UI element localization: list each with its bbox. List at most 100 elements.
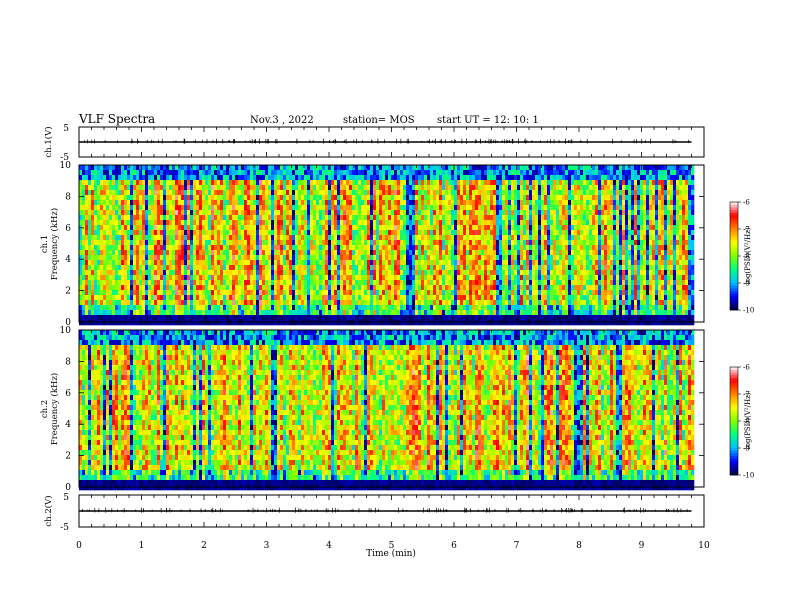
spectrogram-cell [283,170,287,176]
spectrogram-cell [310,175,314,181]
spectrogram-cell [226,190,230,196]
spectrogram-cell [229,255,233,261]
spectrogram-cell [391,170,395,176]
spectrogram-cell [175,170,179,176]
spectrogram-cell [181,170,185,176]
spectrogram-cell [460,275,464,281]
spectrogram-cell [157,275,161,281]
spectrogram-cell [130,175,134,181]
spectrogram-cell [352,235,356,241]
spectrogram-cell [166,305,170,311]
spectrogram-cell [148,295,152,301]
spectrogram-cell [202,310,206,316]
spectrogram-cell [412,280,416,286]
spectrogram-cell [145,305,149,311]
spectrogram-cell [280,280,284,286]
spectrogram-cell [502,245,506,251]
spectrogram-cell [100,270,104,276]
spectrogram-cell [190,195,194,201]
spectrogram-cell [382,215,386,221]
spectrogram-cell [334,215,338,221]
spectrogram-cell [226,235,230,241]
spectrogram-cell [307,185,311,191]
spectrogram-cell [379,315,383,321]
spectrogram-cell [496,275,500,281]
spectrogram-cell [193,320,197,326]
spectrogram-cell [130,270,134,276]
spectrogram-cell [229,220,233,226]
spectrogram-cell [484,320,488,326]
spectrogram-cell [187,195,191,201]
spectrogram-cell [280,295,284,301]
spectrogram-cell [97,250,101,256]
spectrogram-cell [187,280,191,286]
spectrogram-cell [286,170,290,176]
spectrogram-cell [88,260,92,266]
spectrogram-cell [334,300,338,306]
spectrogram-cell [325,180,329,186]
spectrogram-cell [229,210,233,216]
spectrogram-cell [403,310,407,316]
spectrogram-cell [124,255,128,261]
spectrogram-cell [394,210,398,216]
spectrogram-cell [97,230,101,236]
spectrogram-cell [82,180,86,186]
spectrogram-cell [271,305,275,311]
spectrogram-cell [505,320,509,326]
spectrogram-cell [211,170,215,176]
spectrogram-cell [325,260,329,266]
spectrogram-cell [301,190,305,196]
spectrogram-cell [400,250,404,256]
spectrogram-cell [130,275,134,281]
spectrogram-cell [112,295,116,301]
spectrogram-cell [451,255,455,261]
spectrogram-cell [106,285,110,291]
spectrogram-cell [178,215,182,221]
spectrogram-cell [340,250,344,256]
spectrogram-cell [493,260,497,266]
spectrogram-cell [181,245,185,251]
spectrogram-cell [235,245,239,251]
spectrogram-cell [469,180,473,186]
spectrogram-cell [226,310,230,316]
spectrogram-cell [226,200,230,206]
spectrogram-cell [184,280,188,286]
spectrogram-cell [139,220,143,226]
spectrogram-cell [337,290,341,296]
spectrogram-cell [451,265,455,271]
spectrogram-cell [160,315,164,321]
spectrogram-cell [226,185,230,191]
spectrogram-cell [451,315,455,321]
spectrogram-cell [235,175,239,181]
spectrogram-cell [148,310,152,316]
spectrogram-cell [118,255,122,261]
spectrogram-cell [118,270,122,276]
spectrogram-cell [283,295,287,301]
spectrogram-cell [238,290,242,296]
spectrogram-cell [433,165,437,171]
spectrogram-cell [448,260,452,266]
spectrogram-cell [136,190,140,196]
spectrogram-cell [367,235,371,241]
spectrogram-cell [439,205,443,211]
spectrogram-cell [424,240,428,246]
spectrogram-cell [487,280,491,286]
station-label: station= MOS [343,115,415,126]
spectrogram-cell [160,235,164,241]
spectrogram-cell [415,265,419,271]
spectrogram-cell [190,240,194,246]
spectrogram-cell [286,190,290,196]
spectrogram-cell [412,290,416,296]
spectrogram-cell [79,320,83,326]
spectrogram-cell [196,280,200,286]
spectrogram-cell [481,315,485,321]
spectrogram-cell [499,255,503,261]
spectrogram-cell [376,180,380,186]
spectrogram-cell [514,255,518,261]
spectrogram-cell [415,185,419,191]
spectrogram-cell [274,200,278,206]
spectrogram-cell [346,255,350,261]
spectrogram-cell [448,275,452,281]
spectrogram-cell [124,245,128,251]
spectrogram-cell [199,185,203,191]
